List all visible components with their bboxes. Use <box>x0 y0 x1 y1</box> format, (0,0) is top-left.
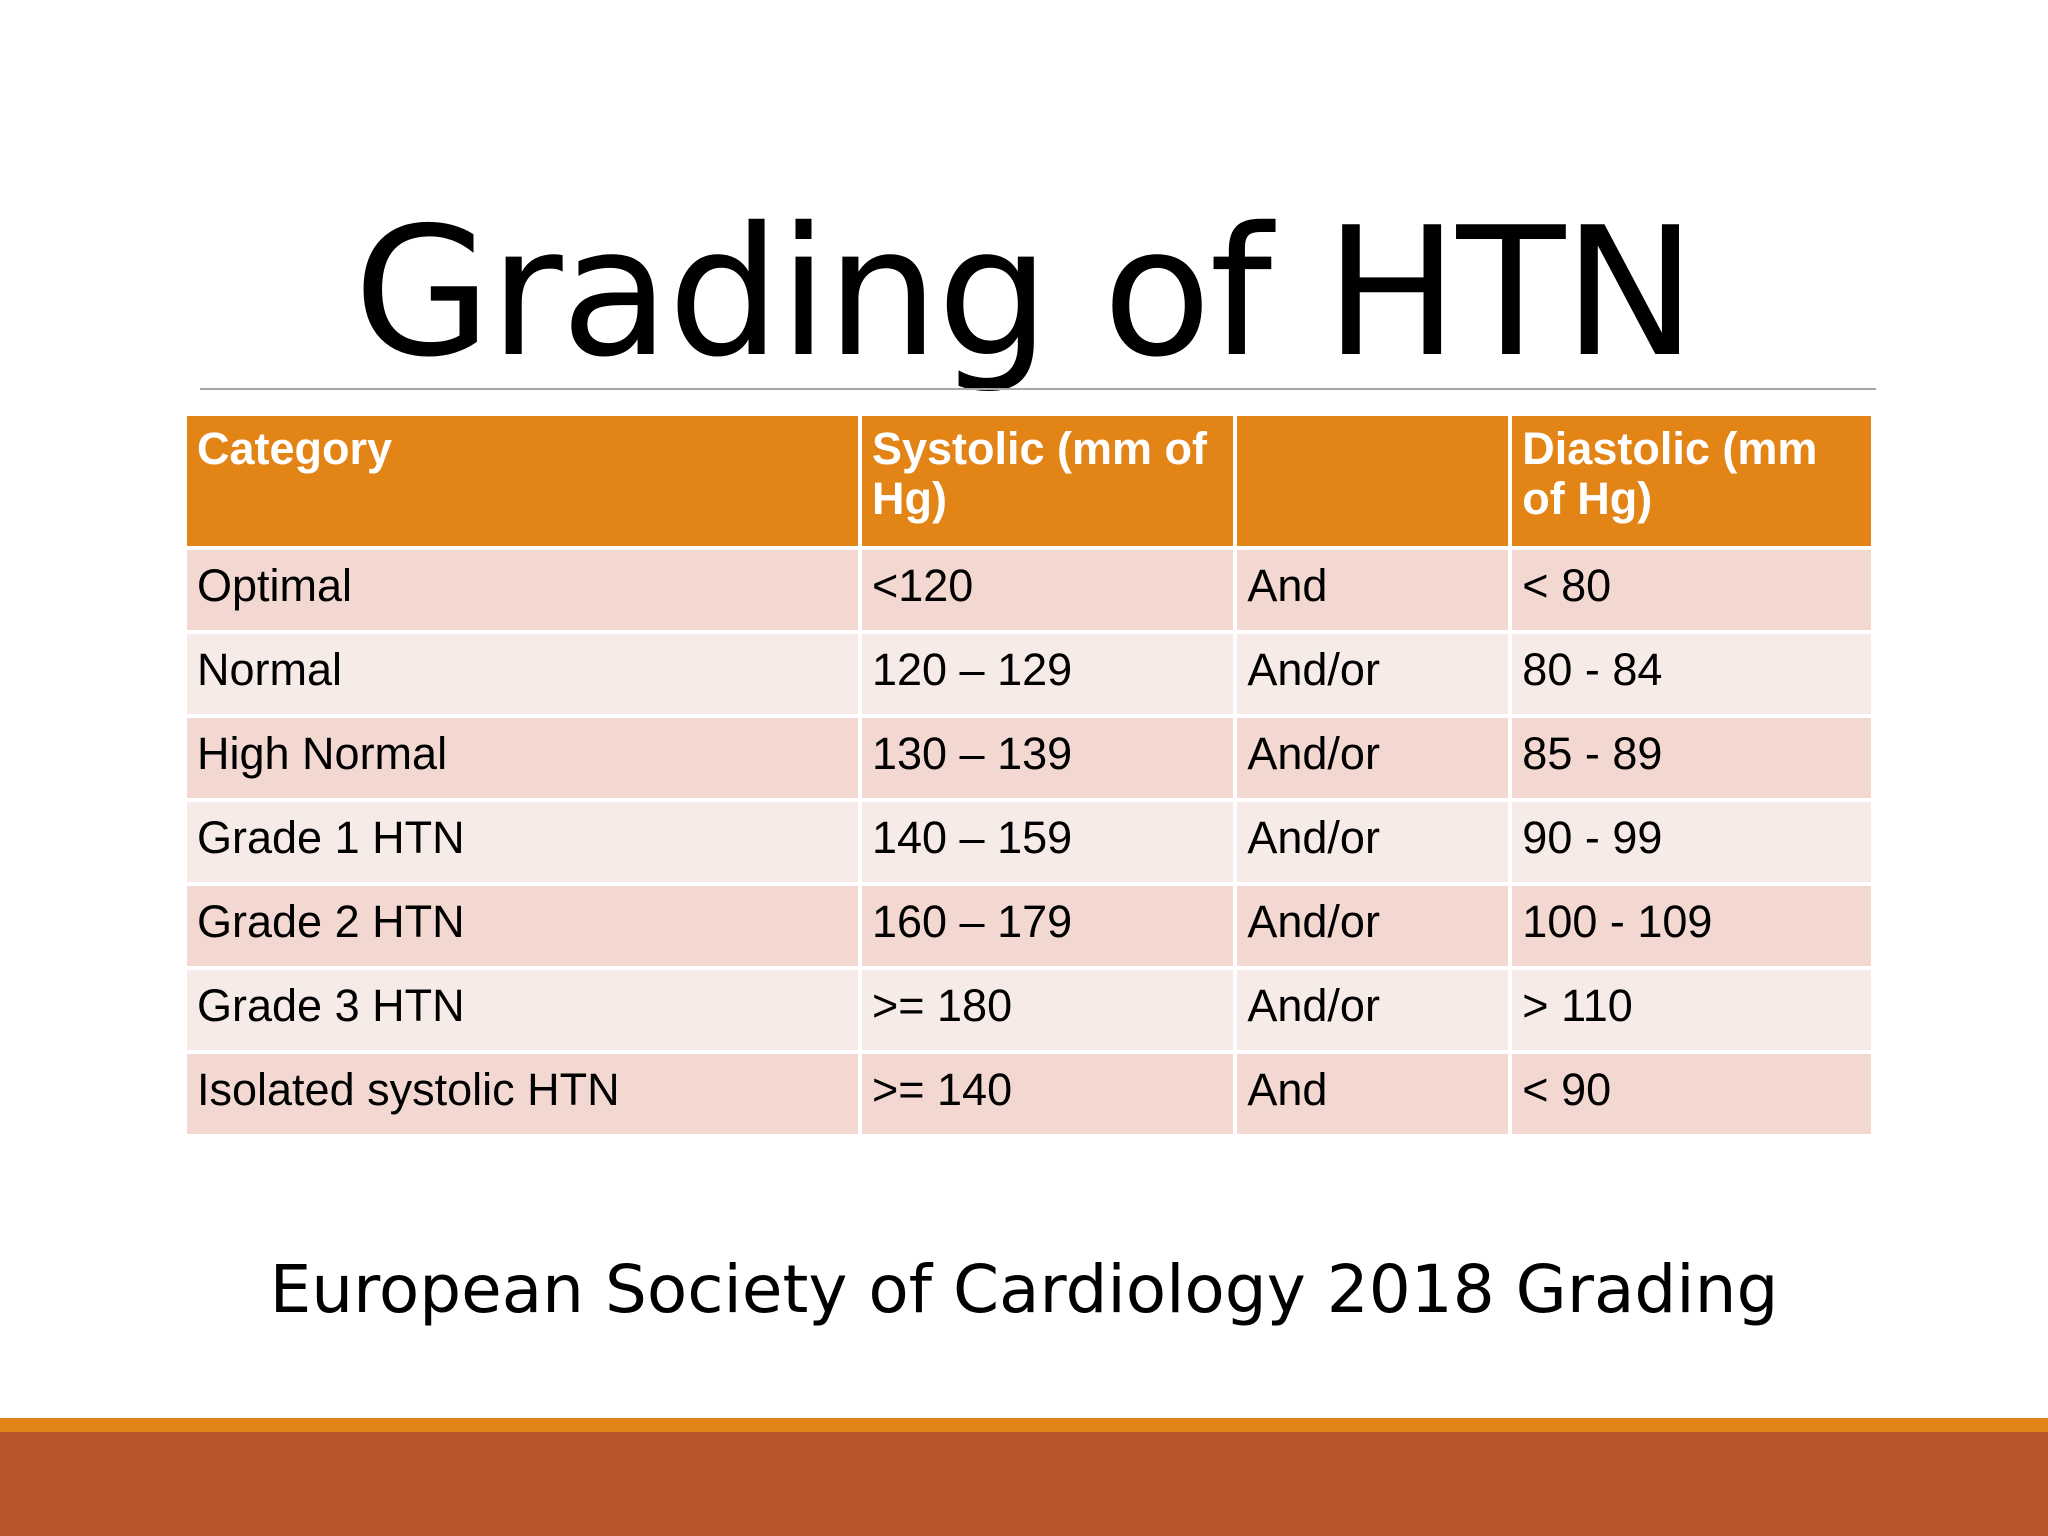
slide-title: Grading of HTN <box>0 188 2048 398</box>
table-row: Grade 2 HTN 160 – 179 And/or 100 - 109 <box>187 886 1871 966</box>
cell-category: Grade 2 HTN <box>187 886 858 966</box>
cell-connector: And/or <box>1237 718 1508 798</box>
footer-band <box>0 1432 2048 1536</box>
cell-systolic: 120 – 129 <box>862 634 1233 714</box>
table-row: High Normal 130 – 139 And/or 85 - 89 <box>187 718 1871 798</box>
cell-connector: And/or <box>1237 802 1508 882</box>
cell-diastolic: 80 - 84 <box>1512 634 1871 714</box>
htn-grading-table: Category Systolic (mm of Hg) Diastolic (… <box>183 412 1875 1138</box>
header-category: Category <box>187 416 858 546</box>
cell-diastolic: 100 - 109 <box>1512 886 1871 966</box>
header-diastolic: Diastolic (mm of Hg) <box>1512 416 1871 546</box>
cell-systolic: 130 – 139 <box>862 718 1233 798</box>
table-row: Grade 1 HTN 140 – 159 And/or 90 - 99 <box>187 802 1871 882</box>
table-header-row: Category Systolic (mm of Hg) Diastolic (… <box>187 416 1871 546</box>
table-row: Isolated systolic HTN >= 140 And < 90 <box>187 1054 1871 1134</box>
cell-diastolic: 85 - 89 <box>1512 718 1871 798</box>
cell-category: Isolated systolic HTN <box>187 1054 858 1134</box>
cell-connector: And/or <box>1237 970 1508 1050</box>
cell-diastolic: < 80 <box>1512 550 1871 630</box>
header-connector <box>1237 416 1508 546</box>
table-row: Normal 120 – 129 And/or 80 - 84 <box>187 634 1871 714</box>
footer-accent-line <box>0 1418 2048 1432</box>
cell-systolic: >= 180 <box>862 970 1233 1050</box>
table-row: Optimal <120 And < 80 <box>187 550 1871 630</box>
cell-connector: And/or <box>1237 634 1508 714</box>
title-divider <box>200 388 1876 390</box>
cell-category: Grade 1 HTN <box>187 802 858 882</box>
cell-connector: And <box>1237 1054 1508 1134</box>
cell-systolic: 140 – 159 <box>862 802 1233 882</box>
table-row: Grade 3 HTN >= 180 And/or > 110 <box>187 970 1871 1050</box>
cell-diastolic: < 90 <box>1512 1054 1871 1134</box>
source-caption: European Society of Cardiology 2018 Grad… <box>0 1245 2048 1335</box>
cell-connector: And <box>1237 550 1508 630</box>
cell-diastolic: 90 - 99 <box>1512 802 1871 882</box>
cell-systolic: >= 140 <box>862 1054 1233 1134</box>
cell-category: Normal <box>187 634 858 714</box>
cell-category: Optimal <box>187 550 858 630</box>
cell-systolic: 160 – 179 <box>862 886 1233 966</box>
header-systolic: Systolic (mm of Hg) <box>862 416 1233 546</box>
cell-diastolic: > 110 <box>1512 970 1871 1050</box>
cell-connector: And/or <box>1237 886 1508 966</box>
cell-systolic: <120 <box>862 550 1233 630</box>
cell-category: High Normal <box>187 718 858 798</box>
cell-category: Grade 3 HTN <box>187 970 858 1050</box>
